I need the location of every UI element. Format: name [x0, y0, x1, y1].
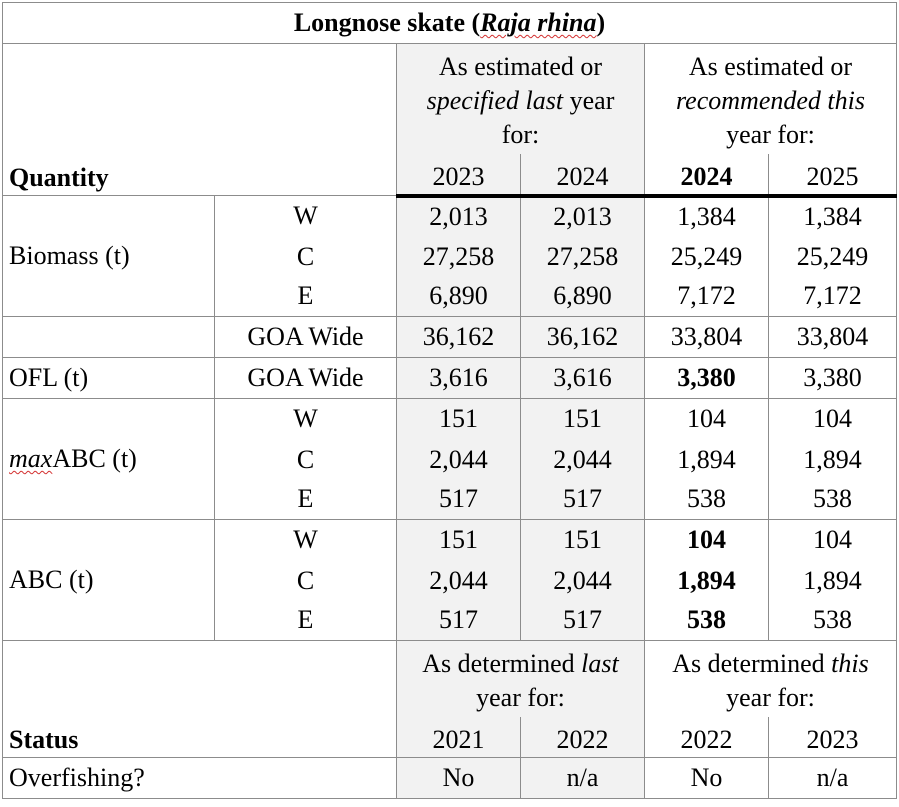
region-cell: W: [214, 195, 397, 237]
table-row: GOA Wide 36,162 36,162 33,804 33,804: [2, 316, 897, 358]
table-row: maxABC (t) W 151 151 104 104: [2, 398, 897, 520]
abc-label: ABC (t): [2, 519, 215, 641]
biomass-label: Biomass (t): [2, 195, 215, 317]
region-cell: GOA Wide: [214, 316, 397, 358]
region-cell: C: [214, 439, 397, 480]
year-col-2: 2024: [520, 153, 645, 198]
region-cell: C: [214, 236, 397, 277]
table-row: E 517 517 538 538: [3, 479, 897, 520]
table-row: C 2,044 2,044 1,894 1,894: [3, 439, 897, 480]
year-col-1: 2023: [396, 153, 521, 198]
region-cell: E: [214, 600, 397, 641]
table-row: E 6,890 6,890 7,172 7,172: [3, 276, 897, 317]
year-col-4: 2025: [768, 153, 897, 198]
empty-cell: [2, 316, 215, 358]
table-row: E 517 517 538 538: [3, 600, 897, 641]
last-year-header: As estimated or specified last year for:: [396, 43, 645, 154]
table-row: ABC (t) W 151 151 104 104: [2, 519, 897, 641]
status-header: Status: [2, 640, 397, 757]
table-row: Overfishing? No n/a No n/a: [2, 756, 897, 799]
header-row: Quantity As estimated or specified last …: [2, 43, 897, 196]
year-header-row: 2023 2024 2024 2025: [3, 153, 897, 198]
status-last-header: As determined last year for:: [396, 640, 645, 717]
title-row: Longnose skate (Raja rhina): [2, 2, 897, 44]
status-year-row: 2021 2022 2022 2023: [3, 716, 897, 758]
table-row: C 2,044 2,044 1,894 1,894: [3, 560, 897, 601]
table-row: OFL (t) GOA Wide 3,616 3,616 3,380 3,380: [2, 357, 897, 399]
region-cell: GOA Wide: [214, 357, 397, 399]
overfishing-label: Overfishing?: [2, 756, 397, 799]
region-cell: E: [214, 479, 397, 520]
table-row: C 27,258 27,258 25,249 25,249: [3, 236, 897, 277]
status-header-row: Status As determined last year for: As d…: [2, 640, 897, 757]
region-cell: W: [214, 398, 397, 440]
year-col-3: 2024: [644, 153, 769, 198]
this-year-header: As estimated or recommended this year fo…: [644, 43, 897, 154]
status-this-header: As determined this year for:: [644, 640, 897, 717]
quantity-header: Quantity: [2, 43, 397, 196]
region-cell: W: [214, 519, 397, 561]
region-cell: C: [214, 560, 397, 601]
ofl-label: OFL (t): [2, 357, 215, 399]
table-title: Longnose skate (Raja rhina): [2, 2, 897, 44]
maxabc-label: maxABC (t): [2, 398, 215, 520]
table-row: Biomass (t) W 2,013 2,013 1,384 1,384: [2, 195, 897, 317]
species-name: Raja rhina: [480, 8, 597, 37]
region-cell: E: [214, 276, 397, 317]
